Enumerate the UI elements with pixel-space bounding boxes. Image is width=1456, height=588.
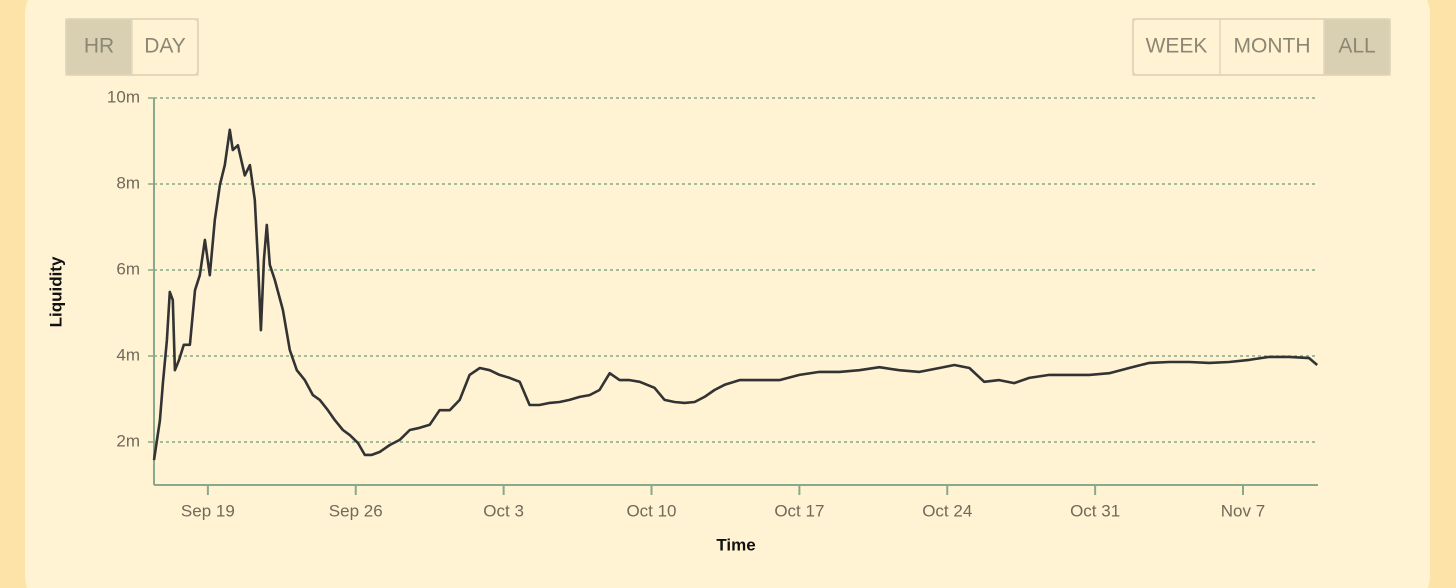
button-label: WEEK [1146, 35, 1208, 58]
toggle-button[interactable]: ALL [1323, 18, 1391, 76]
y-tick-label: 6m [116, 259, 140, 278]
x-axis-title: Time [716, 535, 755, 554]
button-bg [1219, 18, 1325, 76]
toggle-button[interactable]: DAY [131, 18, 199, 76]
toggle-button[interactable]: WEEK [1132, 18, 1221, 76]
x-tick-label: Sep 19 [181, 501, 235, 520]
x-tick-label: Oct 31 [1070, 501, 1120, 520]
button-bg [1132, 18, 1221, 76]
y-tick-label: 10m [107, 87, 140, 106]
panel [25, 0, 1430, 588]
button-label: ALL [1338, 35, 1375, 58]
button-label: MONTH [1234, 35, 1311, 58]
button-group-border [65, 18, 199, 76]
chart: 2m 4m 6m 8m 10m Sep 19 Sep 26 Oct 3 Oct 10 Oct 17… [107, 87, 1319, 520]
x-tick-label: Oct 3 [483, 501, 524, 520]
y-tick-label: 2m [116, 431, 140, 450]
toggle-button[interactable]: MONTH [1219, 18, 1325, 76]
toggle-button[interactable]: HR [65, 18, 133, 76]
x-tick-label: Sep 26 [329, 501, 383, 520]
button-group-border [1132, 18, 1391, 76]
y-tick-label: 8m [116, 173, 140, 192]
button-label: DAY [144, 35, 186, 58]
x-tick-label: Oct 17 [774, 501, 824, 520]
x-tick-label: Oct 10 [626, 501, 676, 520]
button-label: HR [84, 35, 114, 58]
y-axis-title: Liquidity [46, 256, 65, 327]
x-tick-label: Oct 24 [922, 501, 972, 520]
y-tick-label: 4m [116, 345, 140, 364]
x-tick-label: Nov 7 [1221, 501, 1265, 520]
liquidity-line [152, 128, 1319, 461]
button-bg [131, 18, 199, 76]
